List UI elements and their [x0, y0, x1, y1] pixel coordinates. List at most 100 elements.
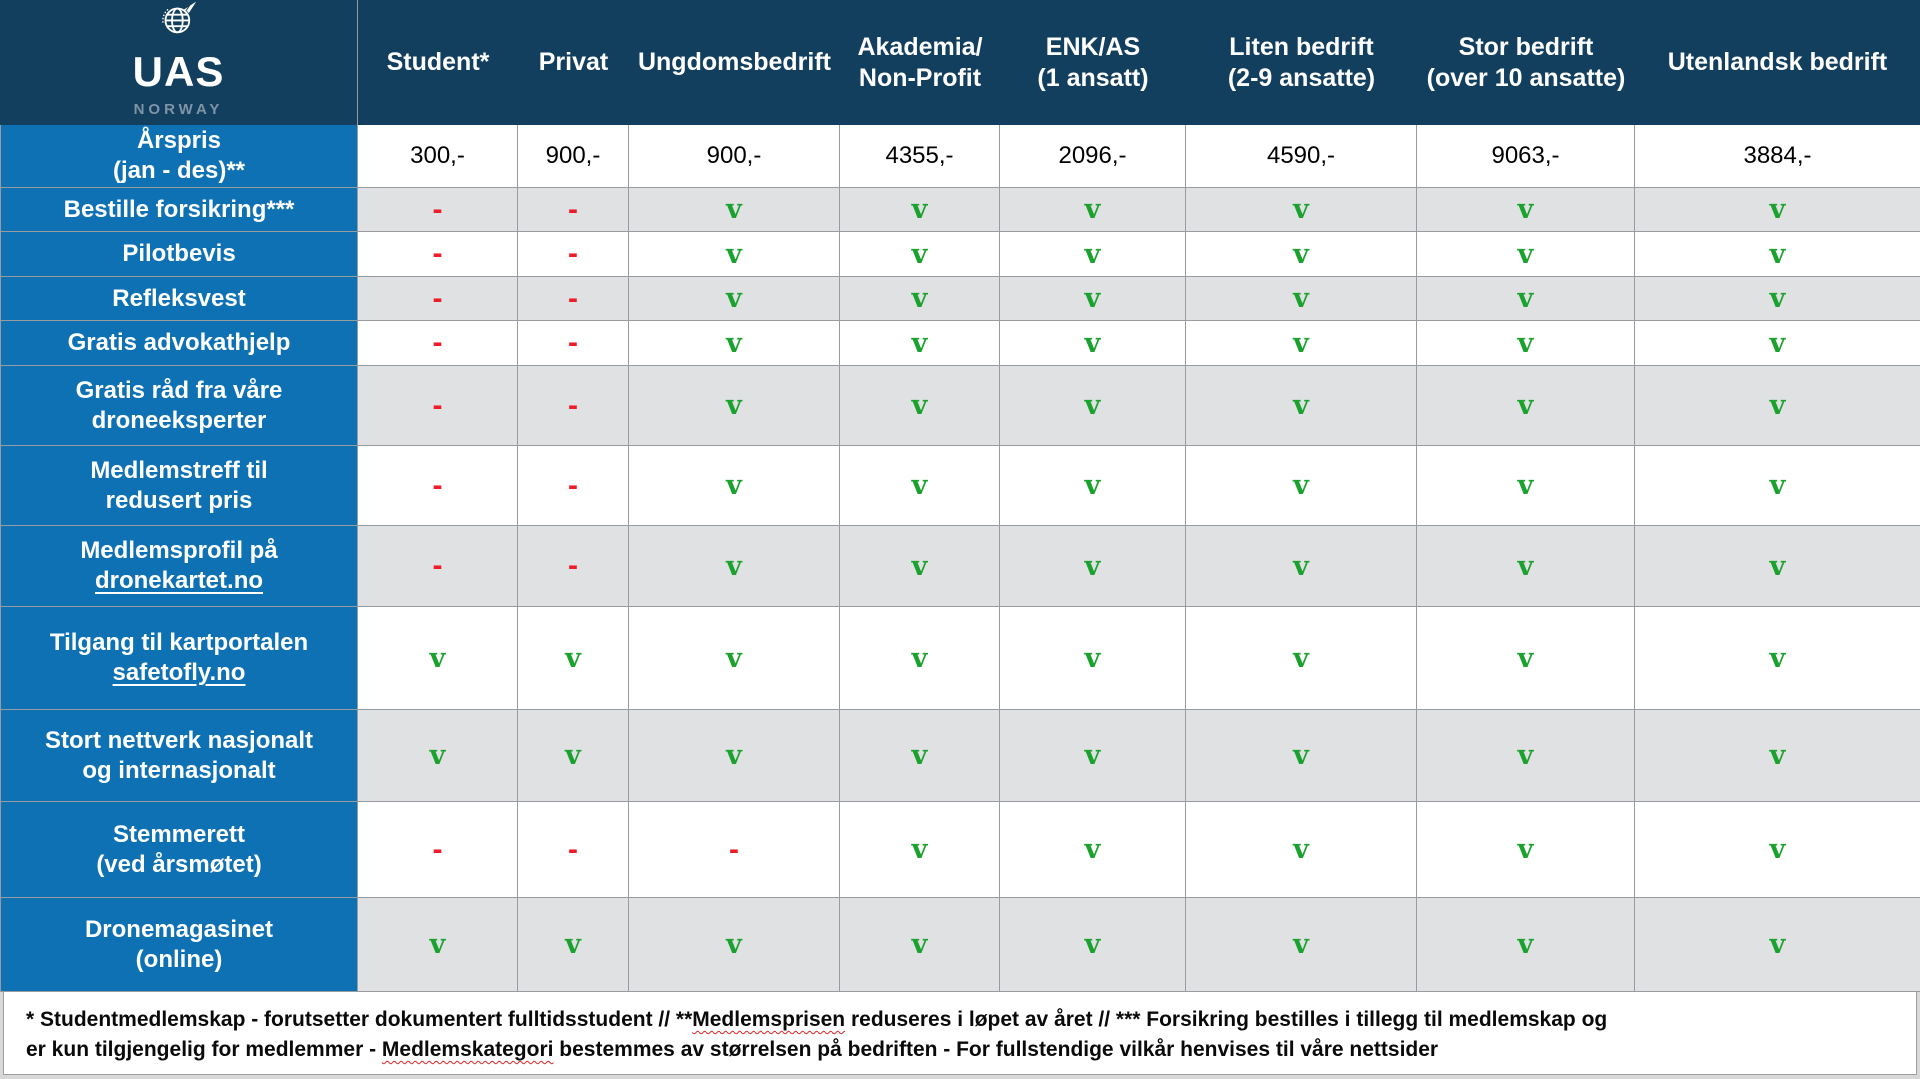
- column-header-stor-bedrift: Stor bedrift (over 10 ansatte): [1417, 0, 1635, 125]
- table-cell: v: [629, 188, 840, 232]
- table-cell: v: [840, 188, 1000, 232]
- spellcheck-word: Medlemskategori: [381, 1038, 554, 1061]
- table-cell: v: [629, 526, 840, 607]
- table-cell: v: [1186, 802, 1417, 898]
- price-cell: 4355,-: [840, 125, 1000, 188]
- table-cell: -: [518, 232, 629, 277]
- table-cell: v: [1635, 802, 1920, 898]
- table-cell: v: [518, 710, 629, 802]
- table-cell: v: [1000, 526, 1186, 607]
- table-cell: v: [1186, 710, 1417, 802]
- table-cell: v: [1635, 366, 1920, 446]
- row-label-dronemagasinet: Dronemagasinet (online): [0, 898, 358, 992]
- price-cell: 900,-: [629, 125, 840, 188]
- column-header-akademia: Akademia/Non-Profit: [840, 0, 1000, 125]
- dronekartet-link[interactable]: dronekartet.no: [94, 567, 264, 594]
- table-cell: -: [358, 277, 518, 321]
- price-cell: 2096,-: [1000, 125, 1186, 188]
- table-cell: v: [1186, 277, 1417, 321]
- table-cell: v: [1635, 526, 1920, 607]
- table-cell: v: [1417, 366, 1635, 446]
- table-cell: v: [358, 710, 518, 802]
- table-cell: v: [1417, 710, 1635, 802]
- table-cell: v: [1417, 607, 1635, 710]
- table-cell: v: [1000, 802, 1186, 898]
- table-cell: v: [358, 607, 518, 710]
- table-cell: -: [358, 366, 518, 446]
- table-cell: -: [518, 526, 629, 607]
- table-cell: v: [1186, 526, 1417, 607]
- row-label-pilotbevis: Pilotbevis: [0, 232, 358, 277]
- table-cell: v: [1186, 366, 1417, 446]
- table-cell: v: [840, 710, 1000, 802]
- safetofly-link[interactable]: safetofly.no: [112, 659, 246, 686]
- table-cell: v: [1635, 232, 1920, 277]
- column-header-utenlandsk-bedrift: Utenlandsk bedrift: [1635, 0, 1920, 125]
- table-cell: -: [358, 321, 518, 366]
- price-cell: 300,-: [358, 125, 518, 188]
- table-cell: -: [518, 446, 629, 526]
- footnote: * Studentmedlemskap - forutsetter dokume…: [3, 992, 1917, 1075]
- table-cell: v: [1000, 188, 1186, 232]
- table-cell: v: [1635, 710, 1920, 802]
- row-label-stort-nettverk: Stort nettverk nasjonalt og internasjonal…: [0, 710, 358, 802]
- row-label-gratis-advokathjelp: Gratis advokathjelp: [0, 321, 358, 366]
- table-cell: v: [1417, 188, 1635, 232]
- row-label-medlemsprofil: Medlemsprofil på dronekartet.no: [0, 526, 358, 607]
- table-cell: -: [518, 277, 629, 321]
- table-cell: v: [629, 607, 840, 710]
- row-label-bestille-forsikring: Bestille forsikring***: [0, 188, 358, 232]
- table-cell: v: [518, 607, 629, 710]
- price-cell: 3884,-: [1635, 125, 1920, 188]
- row-label-stemmerett: Stemmerett (ved årsmøtet): [0, 802, 358, 898]
- table-cell: v: [629, 232, 840, 277]
- row-label-tilgang-kartportalen: Tilgang til kartportalen safetofly.no: [0, 607, 358, 710]
- price-cell: 9063,-: [1417, 125, 1635, 188]
- row-label-gratis-rad: Gratis råd fra våre droneeksperter: [0, 366, 358, 446]
- table-cell: v: [629, 321, 840, 366]
- table-cell: v: [840, 277, 1000, 321]
- uas-norway-logo: UAS NORWAY: [0, 0, 358, 125]
- row-label-refleksvest: Refleksvest: [0, 277, 358, 321]
- table-cell: v: [1000, 607, 1186, 710]
- table-cell: v: [1186, 607, 1417, 710]
- column-header-ungdomsbedrift: Ungdomsbedrift: [629, 0, 840, 125]
- spellcheck-word: Medlemsprisen: [692, 1008, 846, 1031]
- table-cell: v: [1417, 277, 1635, 321]
- table-cell: v: [629, 277, 840, 321]
- table-cell: v: [1000, 321, 1186, 366]
- column-header-enk-as: ENK/AS (1 ansatt): [1000, 0, 1186, 125]
- table-cell: v: [1186, 898, 1417, 992]
- brand-sub: NORWAY: [133, 101, 224, 118]
- globe-plane-icon: [161, 1, 196, 34]
- table-cell: v: [1186, 446, 1417, 526]
- table-cell: -: [518, 188, 629, 232]
- table-cell: v: [1000, 366, 1186, 446]
- table-cell: v: [840, 366, 1000, 446]
- column-header-liten-bedrift: Liten bedrift (2-9 ansatte): [1186, 0, 1417, 125]
- table-cell: v: [358, 898, 518, 992]
- table-cell: v: [1000, 446, 1186, 526]
- table-cell: v: [1186, 188, 1417, 232]
- table-cell: v: [1635, 607, 1920, 710]
- price-cell: 900,-: [518, 125, 629, 188]
- row-label-arspris: Årspris (jan - des)**: [0, 125, 358, 188]
- table-cell: v: [1417, 802, 1635, 898]
- table-cell: v: [840, 607, 1000, 710]
- table-cell: v: [840, 232, 1000, 277]
- table-cell: v: [1186, 232, 1417, 277]
- footnote-line-1: * Studentmedlemskap - forutsetter dokume…: [26, 1008, 1608, 1031]
- table-cell: -: [518, 321, 629, 366]
- price-cell: 4590,-: [1186, 125, 1417, 188]
- table-cell: v: [518, 898, 629, 992]
- table-cell: v: [1000, 232, 1186, 277]
- table-cell: v: [840, 802, 1000, 898]
- table-cell: v: [1635, 188, 1920, 232]
- table-cell: v: [1186, 321, 1417, 366]
- table-cell: -: [358, 188, 518, 232]
- row-label-medlemstreff: Medlemstreff til redusert pris: [0, 446, 358, 526]
- table-cell: v: [1417, 898, 1635, 992]
- column-header-student: Student*: [358, 0, 518, 125]
- table-cell: v: [1635, 898, 1920, 992]
- table-cell: v: [629, 446, 840, 526]
